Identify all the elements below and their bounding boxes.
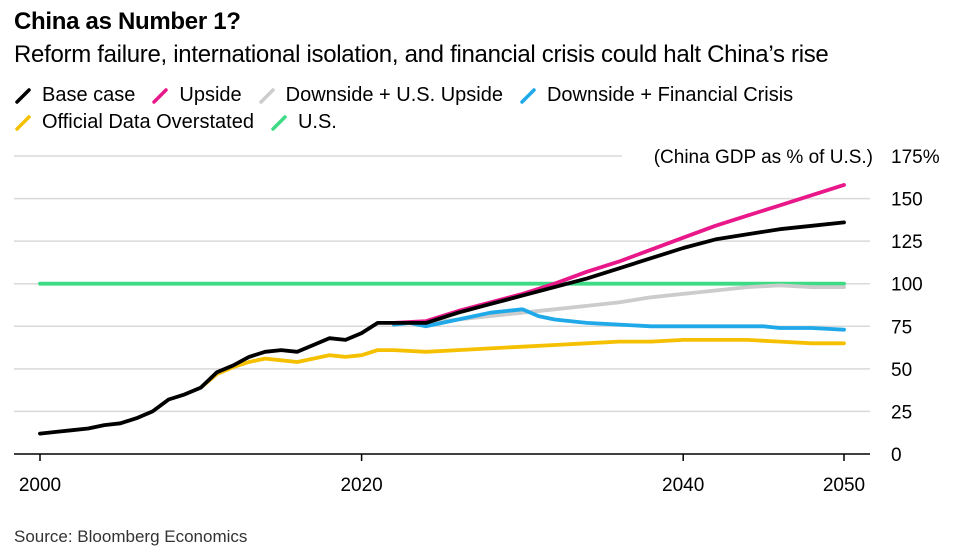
legend-swatch-line	[15, 87, 31, 104]
legend-swatch-upside	[151, 87, 171, 104]
legend-swatch-line	[271, 114, 287, 131]
legend-swatch-line	[152, 87, 169, 104]
y-tick-label: 150	[891, 190, 923, 211]
legend-item-downside-financial-crisis: Downside + Financial Crisis	[519, 84, 793, 107]
legend-row-1: Base case Upside Downside + U.S. Upside …	[14, 82, 954, 109]
legend-label-official-data-overstated: Official Data Overstated	[42, 111, 254, 133]
chart-subtitle: Reform failure, international isolation,…	[14, 41, 829, 68]
series-line-downside-financial-crisis	[391, 307, 846, 332]
legend-row-2: Official Data Overstated U.S.	[14, 109, 954, 136]
chart-legend: Base case Upside Downside + U.S. Upside …	[14, 82, 954, 136]
legend-item-official-data-overstated: Official Data Overstated	[14, 111, 254, 134]
legend-swatch-line	[258, 87, 275, 104]
x-tick-label: 2020	[340, 475, 382, 496]
legend-swatch-line	[520, 87, 536, 104]
legend-swatch-downside-financial-crisis	[519, 87, 539, 104]
legend-swatch-official-data-overstated	[14, 114, 34, 131]
y-tick-label: 0	[891, 445, 902, 466]
legend-item-upside: Upside	[151, 84, 242, 107]
legend-swatch-line	[15, 114, 31, 131]
legend-item-us: U.S.	[270, 111, 337, 134]
x-tick-label: 2040	[662, 475, 704, 496]
series-line-base-case	[38, 220, 846, 436]
legend-label-us: U.S.	[297, 111, 337, 133]
y-axis-label: (China GDP as % of U.S.)	[654, 147, 873, 168]
legend-item-base-case: Base case	[14, 84, 135, 107]
legend-swatch-base-case	[14, 87, 34, 104]
y-tick-label: 75	[891, 317, 912, 338]
x-tick-label: 2000	[19, 475, 61, 496]
y-tick-label: 100	[891, 275, 923, 296]
y-tick-label: 25	[891, 402, 912, 423]
legend-label-downside-us-upside: Downside + U.S. Upside	[285, 84, 503, 106]
source-note: Source: Bloomberg Economics	[14, 527, 248, 546]
legend-label-downside-financial-crisis: Downside + Financial Crisis	[546, 84, 794, 106]
legend-swatch-downside-us-upside	[258, 87, 278, 104]
legend-label-base-case: Base case	[42, 84, 136, 106]
series-line-official-data-overstated	[198, 337, 846, 390]
y-tick-label: 50	[891, 360, 912, 381]
line-chart: 0 25 50 75 100 125 150 175% (China GDP as % of U…	[14, 147, 940, 496]
legend-swatch-us	[270, 114, 290, 131]
legend-label-upside: Upside	[179, 84, 242, 106]
y-tick-label: 175%	[891, 147, 940, 168]
legend-item-downside-us-upside: Downside + U.S. Upside	[258, 84, 503, 107]
chart-title: China as Number 1?	[14, 8, 241, 35]
y-tick-label: 125	[891, 232, 923, 253]
x-tick-label: 2050	[823, 475, 865, 496]
